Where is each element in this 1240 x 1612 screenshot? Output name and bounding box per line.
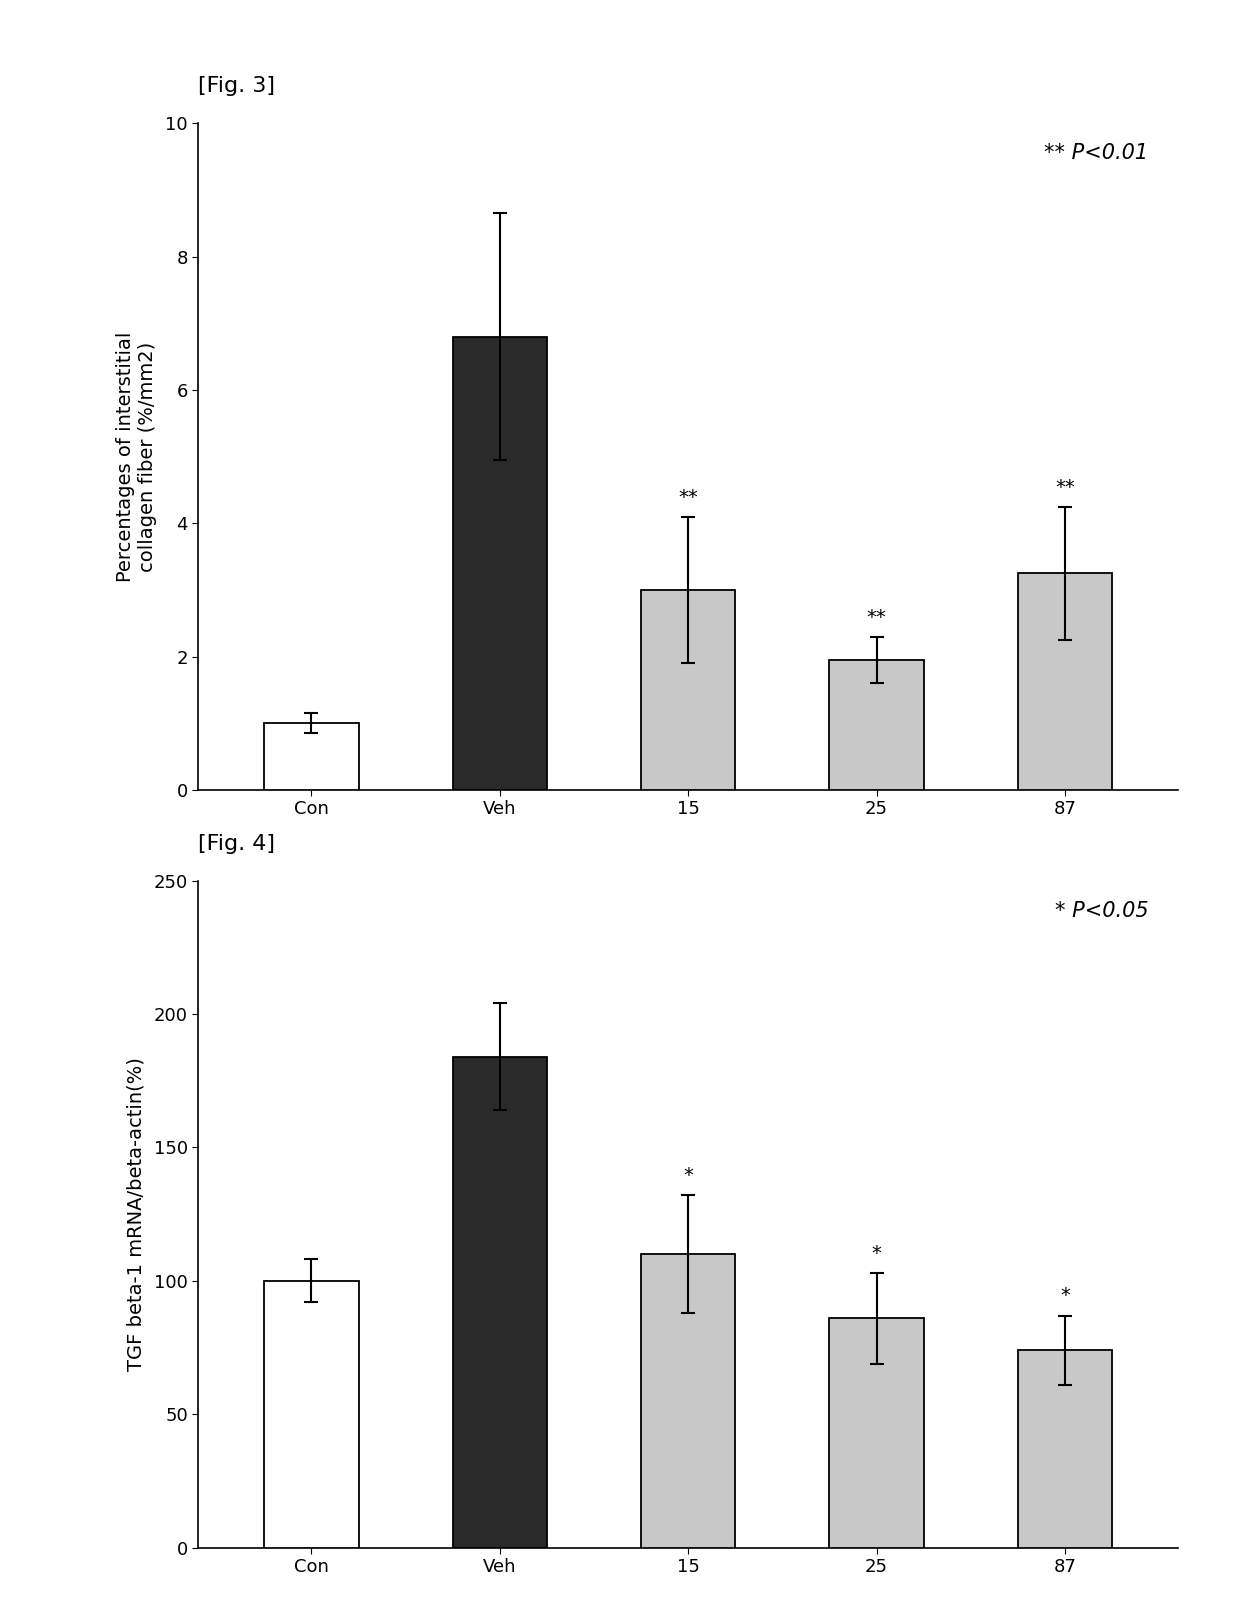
Bar xyxy=(641,590,735,790)
Bar xyxy=(1018,1351,1112,1548)
Text: **: ** xyxy=(867,608,887,627)
Bar xyxy=(1018,574,1112,790)
Bar xyxy=(264,724,358,790)
Bar xyxy=(830,1319,924,1548)
Bar xyxy=(641,1254,735,1548)
Text: *: * xyxy=(872,1244,882,1262)
Text: *: * xyxy=(683,1167,693,1185)
Text: ** P<0.01: ** P<0.01 xyxy=(1044,143,1148,163)
Text: * P<0.05: * P<0.05 xyxy=(1055,901,1148,920)
Text: **: ** xyxy=(1055,477,1075,496)
Text: [Fig. 4]: [Fig. 4] xyxy=(198,833,275,853)
Y-axis label: Percentages of interstitial
collagen fiber (%/mm2): Percentages of interstitial collagen fib… xyxy=(117,332,157,582)
Text: [Fig. 3]: [Fig. 3] xyxy=(198,76,275,95)
Y-axis label: TGF beta-1 mRNA/beta-actin(%): TGF beta-1 mRNA/beta-actin(%) xyxy=(126,1057,145,1372)
Bar xyxy=(264,1282,358,1548)
Bar xyxy=(453,1057,547,1548)
Bar xyxy=(453,337,547,790)
Text: **: ** xyxy=(678,487,698,506)
Bar xyxy=(830,659,924,790)
Text: *: * xyxy=(1060,1286,1070,1306)
